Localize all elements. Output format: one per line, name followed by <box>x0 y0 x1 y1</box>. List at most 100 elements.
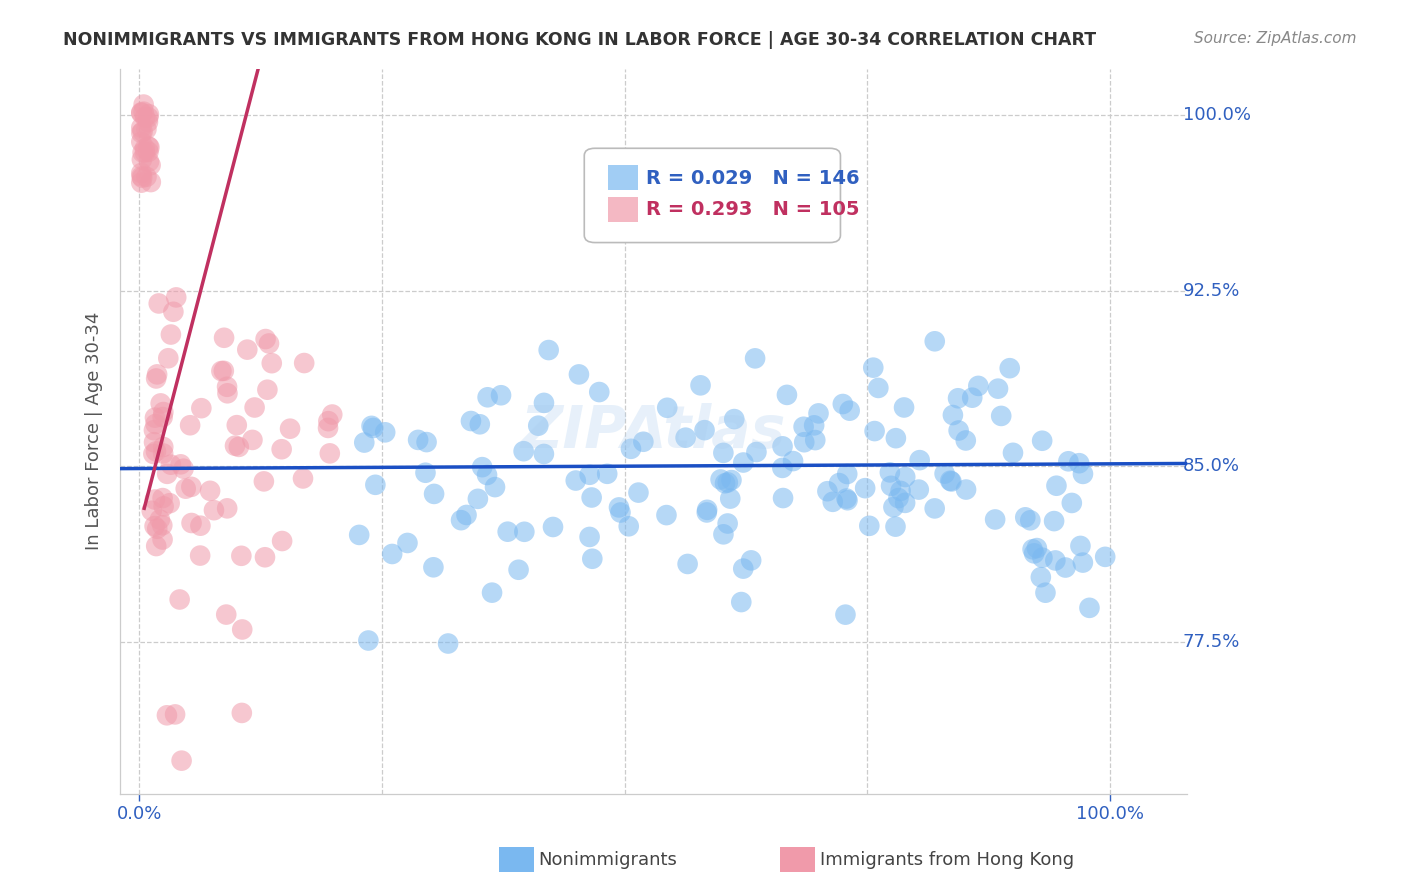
Point <box>231 623 253 637</box>
Point <box>131 105 153 120</box>
Point <box>212 364 235 378</box>
Point <box>131 125 153 139</box>
Point <box>190 518 212 533</box>
Point <box>807 406 830 420</box>
Point <box>188 549 211 563</box>
Text: Immigrants from Hong Kong: Immigrants from Hong Kong <box>820 851 1074 869</box>
Point <box>396 536 419 550</box>
Point <box>882 500 904 514</box>
Point <box>319 446 342 460</box>
Point <box>596 467 619 481</box>
Point <box>146 522 169 536</box>
Point <box>730 595 752 609</box>
Point <box>253 550 276 565</box>
Point <box>946 391 969 405</box>
Point <box>353 435 375 450</box>
Point <box>174 482 197 496</box>
Point <box>533 396 555 410</box>
Point <box>152 446 174 460</box>
Point <box>633 434 655 449</box>
Point <box>1054 560 1077 574</box>
Point <box>718 491 741 506</box>
Point <box>136 115 159 129</box>
Point <box>894 470 917 484</box>
Point <box>960 391 983 405</box>
Point <box>894 496 917 510</box>
Point <box>131 176 153 190</box>
Point <box>1025 541 1047 555</box>
Point <box>143 435 166 450</box>
Point <box>1021 542 1043 557</box>
Point <box>257 336 280 351</box>
Point <box>793 419 815 434</box>
Point <box>228 440 250 454</box>
Point <box>617 519 640 533</box>
Point <box>139 158 162 172</box>
Point <box>148 296 170 310</box>
Point <box>581 491 603 505</box>
Point <box>143 410 166 425</box>
Point <box>467 491 489 506</box>
Point <box>138 140 160 154</box>
Point <box>135 169 157 184</box>
Point <box>142 423 165 437</box>
Point <box>588 385 610 400</box>
Point <box>165 290 187 304</box>
Point <box>450 513 472 527</box>
Point <box>415 435 437 450</box>
Text: ZIPAtlas: ZIPAtlas <box>522 402 786 459</box>
Point <box>225 418 247 433</box>
Point <box>160 327 183 342</box>
Point <box>180 480 202 494</box>
Point <box>131 135 153 149</box>
Point <box>955 434 977 448</box>
Y-axis label: In Labor Force | Age 30-34: In Labor Force | Age 30-34 <box>86 312 103 550</box>
Point <box>772 439 794 453</box>
Point <box>821 495 844 509</box>
Point <box>948 424 970 438</box>
Text: R = 0.029   N = 146: R = 0.029 N = 146 <box>647 169 860 187</box>
Point <box>256 383 278 397</box>
Point <box>1019 513 1042 527</box>
Point <box>1045 553 1067 567</box>
Point <box>1014 510 1036 524</box>
Point <box>1029 570 1052 584</box>
Point <box>689 378 711 392</box>
Point <box>131 153 153 167</box>
Point <box>136 111 159 125</box>
Point <box>138 139 160 153</box>
Point <box>770 461 793 475</box>
Point <box>142 447 165 461</box>
Point <box>152 491 174 505</box>
Point <box>170 754 193 768</box>
Point <box>460 414 482 428</box>
Point <box>131 106 153 120</box>
Point <box>1031 550 1053 565</box>
Point <box>475 467 498 482</box>
Point <box>884 431 907 445</box>
Point <box>190 401 212 416</box>
Point <box>745 445 768 459</box>
Bar <box>607 197 638 222</box>
Point <box>156 467 179 481</box>
Point <box>169 592 191 607</box>
Point <box>887 491 910 505</box>
Point <box>815 484 838 499</box>
Point <box>423 487 446 501</box>
Point <box>893 401 915 415</box>
Point <box>170 458 193 472</box>
Point <box>134 145 156 160</box>
Point <box>132 97 155 112</box>
Point <box>513 524 536 539</box>
Point <box>1031 434 1053 448</box>
Point <box>381 547 404 561</box>
Point <box>242 433 264 447</box>
Point <box>1069 539 1091 553</box>
Point <box>723 412 745 426</box>
Point <box>693 423 716 437</box>
Point <box>717 475 740 490</box>
Point <box>711 446 734 460</box>
Point <box>714 476 737 491</box>
Point <box>138 154 160 169</box>
Point <box>131 145 153 160</box>
